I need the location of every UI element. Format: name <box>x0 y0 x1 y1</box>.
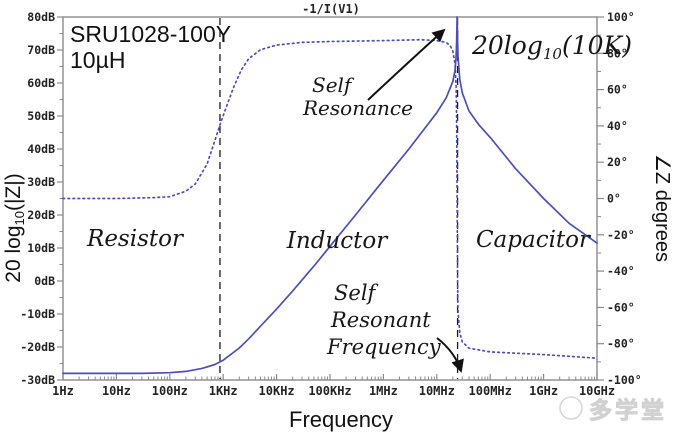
device-inductance: 10µH <box>70 47 125 73</box>
x-tick-label: 10MHz <box>419 384 455 398</box>
x-axis-label: Frequency <box>289 407 393 432</box>
inductor-region-label: Inductor <box>286 228 389 254</box>
right-tick-label: -80° <box>607 337 635 351</box>
left-tick-label: 30dB <box>27 175 55 189</box>
capacitor-region-label: Capacitor <box>476 227 592 253</box>
right-tick-label: 100° <box>607 10 635 24</box>
self-resonance-label-line2: Resonance <box>302 96 413 120</box>
left-tick-label: 40dB <box>27 142 55 156</box>
impedance-phase-degrees-curve <box>62 38 598 360</box>
left-tick-label: 70dB <box>27 43 55 57</box>
right-tick-label: 40° <box>607 119 628 133</box>
x-tick-label: 1GHz <box>529 384 558 398</box>
left-tick-label: 20dB <box>27 208 55 222</box>
impedance-magnitude-db-curve <box>62 16 598 375</box>
resistor-region-label: Resistor <box>86 226 185 252</box>
marker-dashed-lines <box>219 18 459 379</box>
device-part-number: SRU1028-100Y <box>70 21 231 47</box>
trace-name-label: -1/I(V1) <box>302 2 360 16</box>
right-tick-label: -60° <box>607 300 635 314</box>
left-tick-label: 50dB <box>27 109 55 123</box>
right-tick-label: -100° <box>607 373 642 387</box>
self-resonance-label-line1: Self <box>312 73 355 97</box>
right-axis-label: ∠Z degrees <box>651 154 673 262</box>
right-tick-label: 0° <box>607 192 621 206</box>
right-tick-label: -20° <box>607 228 635 242</box>
watermark-text: 多学堂 <box>589 397 667 424</box>
srf-label-line2: Resonant <box>330 308 431 332</box>
x-tick-label: 10GHz <box>579 384 615 398</box>
srf-label-line1: Self <box>334 281 379 305</box>
watermark-logo-icon <box>559 396 583 420</box>
x-tick-label: 100Hz <box>152 384 188 398</box>
left-tick-label: 0dB <box>34 274 55 288</box>
right-tick-label: -40° <box>607 264 635 278</box>
left-tick-label: 60dB <box>27 76 55 90</box>
watermark: 多学堂 <box>559 396 667 424</box>
left-axis-label: 20 log10(|Z|) <box>2 173 27 282</box>
right-tick-label: 60° <box>607 83 628 97</box>
left-tick-label: 80dB <box>27 10 55 24</box>
x-tick-label: 10KHz <box>259 384 295 398</box>
self-resonance-arrow <box>367 28 446 101</box>
x-tick-label: 100KHz <box>308 384 351 398</box>
srf-label-line3: Frequency <box>326 335 442 359</box>
srf-arrow <box>436 337 464 373</box>
left-tick-label: -10dB <box>20 307 55 321</box>
x-tick-label: 1Hz <box>52 384 74 398</box>
data-curves <box>62 16 598 375</box>
peak-equation-label: 20log10(10K) <box>471 31 632 63</box>
x-tick-label: 100MHz <box>469 384 512 398</box>
left-tick-label: -30dB <box>20 373 55 387</box>
left-tick-label: 10dB <box>27 241 55 255</box>
right-tick-label: 80° <box>607 46 628 60</box>
x-tick-label: 1MHz <box>369 384 398 398</box>
x-tick-label: 1KHz <box>209 384 238 398</box>
right-tick-label: 20° <box>607 155 628 169</box>
axis-ticks: 1Hz 10Hz 100Hz 1KHz 10KHz 100KHz 1MHz 10MHz 100M… <box>20 10 641 398</box>
left-tick-label: -20dB <box>20 340 55 354</box>
x-tick-label: 10Hz <box>102 384 131 398</box>
